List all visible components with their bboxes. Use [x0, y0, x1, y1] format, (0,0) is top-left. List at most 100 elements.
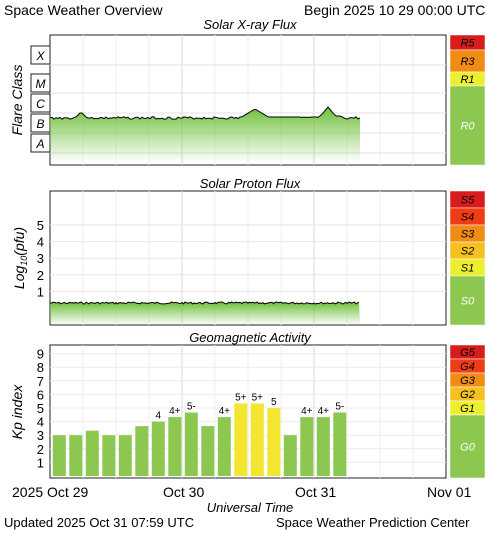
scale-level-r0 — [449, 85, 486, 166]
kp-bar-label: 4+ — [301, 406, 313, 417]
begin-value: 2025 10 29 00:00 UTC — [343, 2, 486, 18]
kp-bar — [283, 435, 297, 476]
kp-bar — [201, 426, 215, 476]
x-tick-oct31: Oct 31 — [295, 484, 337, 500]
proton-title: Solar Proton Flux — [199, 176, 301, 191]
class-box-c — [30, 93, 51, 113]
geomag-title: Geomagnetic Activity — [189, 330, 311, 345]
xray-title: Solar X-ray Flux — [203, 17, 297, 32]
proton-flux-line — [49, 301, 360, 305]
kp-bar — [168, 417, 182, 476]
updated-value: 2025 Oct 31 07:59 UTC — [56, 515, 195, 530]
kp-bar — [184, 412, 198, 476]
proton-tick-4: 4 — [37, 235, 44, 250]
proton-ylabel: Log10(pfu) — [11, 227, 29, 289]
kp-tick-5: 5 — [37, 401, 44, 416]
class-box-x — [30, 45, 51, 65]
proton-tick-5: 5 — [37, 218, 44, 233]
kp-bar-label: 5 — [271, 397, 277, 408]
kp-bar — [300, 417, 314, 476]
kp-bar — [333, 412, 347, 476]
kp-bar — [234, 403, 248, 476]
kp-bar — [316, 417, 330, 476]
proton-tick-1: 1 — [37, 284, 44, 299]
scale-level-g0 — [449, 414, 486, 479]
scale-label-s1: S1 — [461, 263, 474, 275]
kp-bar — [151, 421, 165, 476]
scale-label-g2: G2 — [460, 389, 475, 401]
kp-bar — [267, 408, 281, 476]
kp-bar — [102, 435, 116, 476]
kp-bar — [135, 426, 149, 476]
begin-time: Begin 2025 10 29 00:00 UTC — [304, 2, 485, 18]
kp-bar-label: 5- — [335, 402, 344, 413]
scale-label-r1: R1 — [460, 74, 474, 86]
kp-tick-2: 2 — [37, 442, 44, 457]
scale-label-r5: R5 — [460, 38, 475, 50]
kp-bar — [85, 430, 99, 476]
scale-label-g4: G4 — [460, 361, 475, 373]
scale-label-r3: R3 — [460, 56, 475, 68]
proton-tick-3: 3 — [37, 251, 44, 266]
class-label-c: C — [36, 97, 45, 111]
scale-label-s0: S0 — [461, 296, 475, 308]
updated-time: Updated 2025 Oct 31 07:59 UTC — [4, 515, 194, 530]
scale-label-s5: S5 — [461, 195, 475, 207]
kp-scale-bar: G5 G4 G3 G2 G1 G0 — [449, 344, 486, 479]
kp-tick-9: 9 — [37, 347, 44, 362]
proton-scale-bar: S5 S4 S3 S2 S1 S0 — [449, 190, 486, 326]
class-box-m — [30, 73, 51, 93]
kp-bar — [217, 417, 231, 476]
scale-label-g0: G0 — [460, 442, 476, 454]
app-title: Space Weather Overview — [4, 2, 163, 18]
scale-label-g3: G3 — [460, 375, 476, 387]
kp-tick-6: 6 — [37, 387, 44, 402]
x-tick-oct30: Oct 30 — [163, 484, 205, 500]
kp-tick-7: 7 — [37, 374, 44, 389]
kp-tick-4: 4 — [37, 415, 44, 430]
proton-panel: 12 34 5 S5 S4 S3 S2 S1 S0 Log10(pfu) — [11, 190, 486, 326]
proton-y-ticks: 12 34 5 — [37, 218, 446, 299]
source-credit: Space Weather Prediction Center — [276, 515, 470, 530]
geomag-ylabel: Kp index — [9, 384, 25, 439]
xray-flux-fill — [50, 107, 360, 162]
kp-bar-label: 5- — [187, 402, 196, 413]
kp-bar — [69, 435, 83, 476]
class-label-b: B — [36, 117, 44, 131]
kp-bars — [52, 403, 347, 476]
scale-label-g5: G5 — [460, 347, 476, 359]
scale-label-s2: S2 — [461, 246, 474, 258]
x-axis-label: Universal Time — [206, 500, 294, 515]
xray-scale-bar: R5 R3 R1 R0 — [449, 34, 486, 166]
kp-tick-8: 8 — [37, 360, 44, 375]
kp-bar-labels: 4 4+ 5- 4+ 5+ 5+ 5 4+ 4+ 5- — [156, 393, 345, 422]
kp-bar-label: 5+ — [235, 393, 247, 404]
xray-flux-line — [49, 106, 361, 120]
class-label-x: X — [35, 49, 45, 63]
scale-label-r0: R0 — [460, 121, 475, 133]
scale-label-s4: S4 — [461, 212, 474, 224]
class-label-m: M — [36, 77, 46, 91]
begin-label: Begin — [304, 2, 340, 18]
kp-tick-1: 1 — [37, 455, 44, 470]
kp-bar — [52, 435, 66, 476]
kp-bar-label: 4+ — [219, 406, 231, 417]
kp-bar-label: 4+ — [169, 406, 181, 417]
proton-tick-2: 2 — [37, 268, 44, 283]
kp-bar — [250, 403, 264, 476]
x-tick-oct29: 2025 Oct 29 — [12, 484, 89, 500]
proton-flux-fill — [50, 302, 360, 324]
scale-label-s3: S3 — [461, 229, 475, 241]
kp-tick-3: 3 — [37, 428, 44, 443]
scale-label-g1: G1 — [460, 403, 475, 415]
updated-label: Updated — [4, 515, 54, 530]
x-tick-nov01: Nov 01 — [427, 484, 472, 500]
scale-level-s0 — [449, 275, 486, 326]
xray-ylabel: Flare Class — [9, 65, 25, 136]
kp-bar-label: 4 — [156, 411, 162, 422]
kp-bar-label: 5+ — [252, 393, 264, 404]
